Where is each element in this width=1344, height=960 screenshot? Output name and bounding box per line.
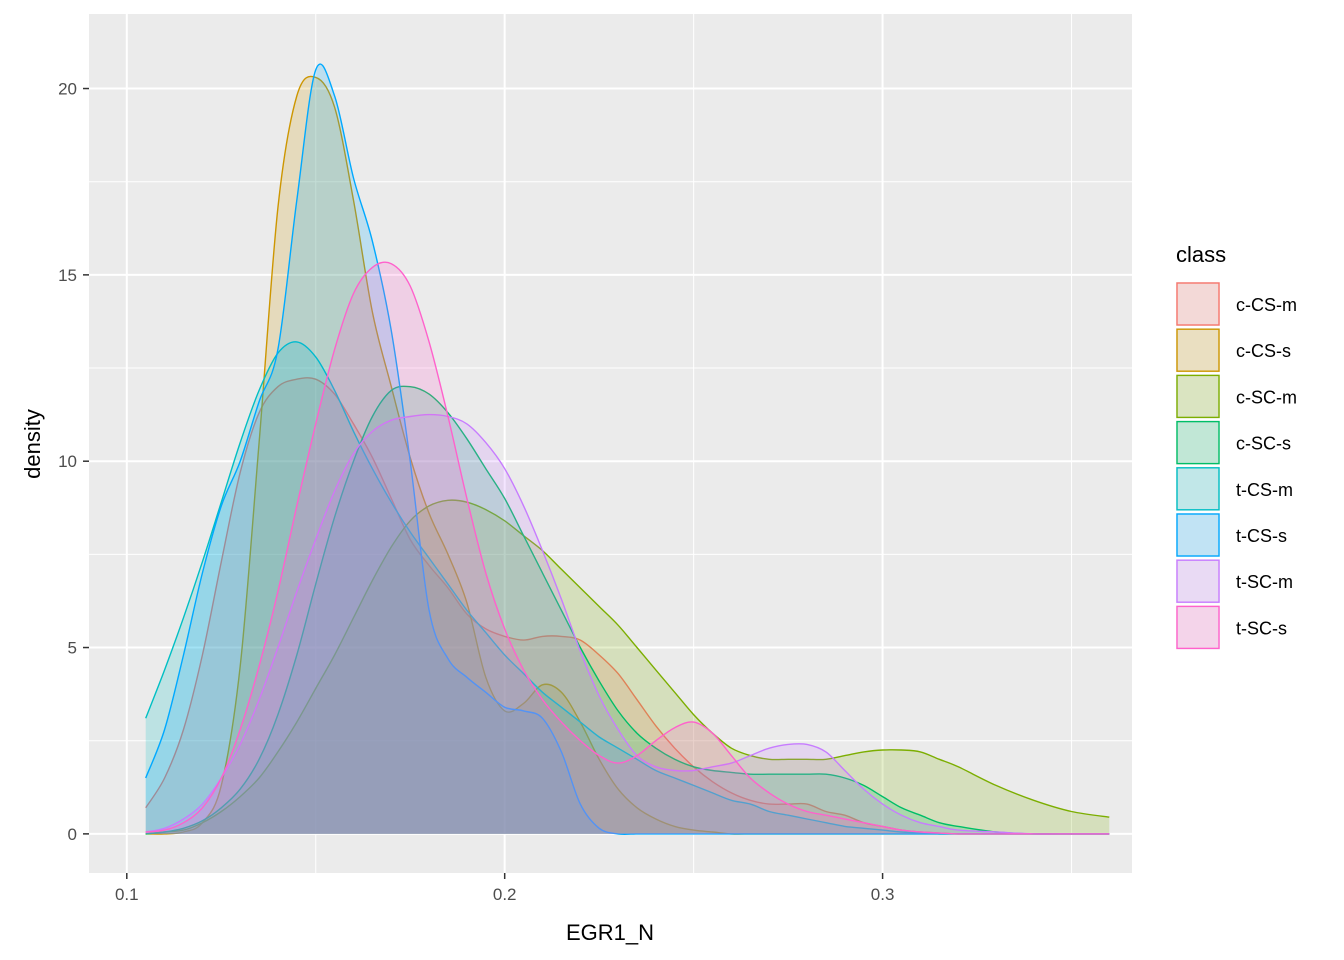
legend-label-t-sc-m: t-SC-m (1236, 572, 1293, 592)
legend-key-bg (1176, 605, 1220, 650)
density-fill-t-sc-m (145, 414, 1110, 835)
density-curve-t-cs-s (145, 63, 1110, 835)
y-tick-label: 0 (68, 825, 77, 844)
y-tick-label: 10 (58, 452, 77, 471)
legend: class c-CS-m c-CS-s c-SC-m c-SC-s t-CS-m t-CS… (1176, 242, 1297, 650)
legend-swatch-c-cs-s (1176, 328, 1220, 372)
series-c-sc-s (145, 385, 1110, 835)
legend-swatch-t-cs-s (1176, 513, 1220, 557)
density-areas (145, 63, 1110, 835)
series-t-sc-s (145, 261, 1110, 835)
legend-title: class (1176, 242, 1226, 267)
legend-key-bg (1176, 374, 1220, 419)
density-fill-c-cs-s (145, 76, 1110, 835)
legend-label-t-cs-m: t-CS-m (1236, 480, 1293, 500)
y-tick-label: 15 (58, 266, 77, 285)
axis-ticks: 0 5 10 15 20 0.1 0.2 0.3 (58, 80, 894, 904)
legend-key-bg (1176, 328, 1220, 373)
legend-item-t-cs-s: t-CS-s (1176, 513, 1287, 557)
density-curve-t-cs-m (145, 341, 1110, 835)
x-tick-label: 0.2 (493, 885, 517, 904)
legend-key-bg (1176, 420, 1220, 465)
y-tick-label: 20 (58, 80, 77, 99)
series-t-sc-m (145, 413, 1110, 835)
y-tick-label: 5 (68, 639, 77, 658)
density-fill-t-cs-m (145, 341, 1110, 834)
density-curve-t-sc-m (145, 413, 1110, 835)
x-tick-label: 0.3 (871, 885, 895, 904)
legend-key-bg (1176, 559, 1220, 604)
legend-key-bg (1176, 466, 1220, 511)
legend-label-c-cs-s: c-CS-s (1236, 341, 1291, 361)
legend-swatch-c-sc-m (1176, 374, 1220, 419)
legend-swatch-t-sc-m (1176, 559, 1220, 603)
panel-background (89, 14, 1132, 873)
series-t-cs-s (145, 63, 1110, 835)
x-tick-label: 0.1 (115, 885, 139, 904)
density-fill-c-sc-s (145, 386, 1110, 835)
grid-lines (89, 14, 1132, 873)
legend-item-c-cs-m: c-CS-m (1176, 282, 1297, 326)
density-curve-c-sc-s (145, 385, 1110, 835)
density-fill-t-cs-s (145, 64, 1110, 835)
legend-item-t-sc-s: t-SC-s (1176, 605, 1287, 650)
density-curve-t-sc-s (145, 261, 1110, 835)
legend-label-t-cs-s: t-CS-s (1236, 526, 1287, 546)
legend-item-t-sc-m: t-SC-m (1176, 559, 1293, 604)
legend-key-bg (1176, 513, 1220, 557)
legend-label-t-sc-s: t-SC-s (1236, 618, 1287, 638)
legend-key-bg (1176, 282, 1220, 326)
series-c-sc-m (145, 499, 1110, 835)
legend-item-c-sc-m: c-SC-m (1176, 374, 1297, 419)
density-fill-c-sc-m (145, 500, 1110, 834)
legend-label-c-sc-s: c-SC-s (1236, 434, 1291, 454)
series-t-cs-m (145, 341, 1110, 835)
density-fill-t-sc-s (145, 262, 1110, 834)
legend-label-c-sc-m: c-SC-m (1236, 387, 1297, 407)
legend-label-c-cs-m: c-CS-m (1236, 295, 1297, 315)
density-curve-c-sc-m (145, 499, 1110, 835)
legend-item-t-cs-m: t-CS-m (1176, 466, 1293, 511)
legend-swatch-t-sc-s (1176, 605, 1220, 650)
legend-item-c-sc-s: c-SC-s (1176, 420, 1291, 465)
legend-swatch-t-cs-m (1176, 467, 1220, 511)
legend-swatch-c-sc-s (1176, 420, 1220, 465)
legend-item-c-cs-s: c-CS-s (1176, 328, 1291, 373)
x-axis-title: EGR1_N (566, 920, 654, 945)
y-axis-title: density (20, 409, 45, 479)
legend-swatch-c-cs-m (1176, 282, 1220, 326)
density-fill-c-cs-m (145, 377, 1110, 834)
